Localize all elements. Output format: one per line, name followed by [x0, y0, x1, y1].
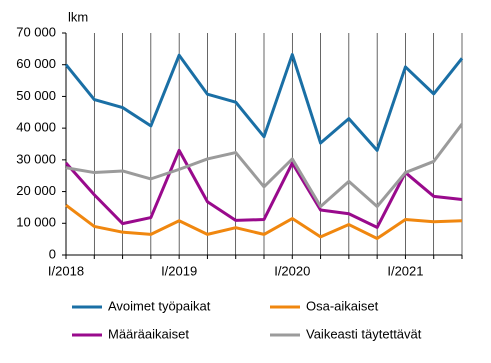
y-tick-label: 40 000: [16, 120, 56, 135]
y-tick-label: 20 000: [16, 183, 56, 198]
legend-label: Vaikeasti täytettävät: [306, 326, 422, 341]
y-tick-label: 0: [49, 246, 56, 261]
line-series: [64, 148, 463, 229]
y-tick-label: 30 000: [16, 151, 56, 166]
legend-label: Avoimet työpaikat: [108, 298, 211, 313]
x-tick-label: I/2021: [387, 263, 423, 278]
x-tick-label: I/2020: [274, 263, 310, 278]
line-series: [64, 53, 464, 152]
unit-label: lkm: [68, 9, 88, 24]
y-tick-label: 70 000: [16, 24, 56, 39]
legend-label: Määräaikaiset: [108, 326, 189, 341]
line-series: [65, 123, 464, 208]
legend-label: Osa-aikaiset: [306, 298, 379, 313]
y-tick-label: 60 000: [16, 56, 56, 71]
x-tick-label: I/2018: [48, 263, 84, 278]
y-tick-label: 50 000: [16, 88, 56, 103]
line-series: [65, 204, 463, 241]
y-tick-label: 10 000: [16, 215, 56, 230]
x-tick-label: I/2019: [161, 263, 197, 278]
